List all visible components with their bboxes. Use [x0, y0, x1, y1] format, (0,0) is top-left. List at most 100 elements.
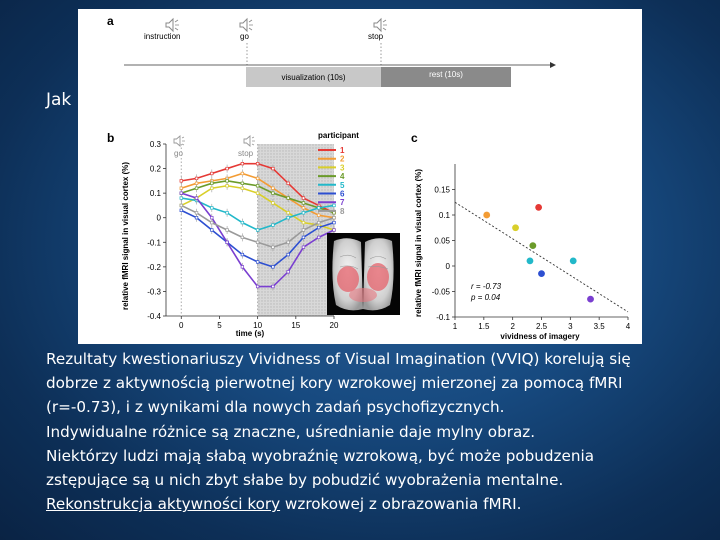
- figure-panel: a instruction go stop visualization (10s…: [78, 9, 642, 344]
- scatter-point: [483, 211, 491, 219]
- y-tick-label: 0.1: [439, 211, 451, 220]
- y-tick-label: -0.4: [147, 312, 161, 321]
- scatter-point: [526, 257, 534, 265]
- data-point: [255, 260, 260, 264]
- data-point: [255, 228, 260, 232]
- data-point: [271, 166, 275, 171]
- rest-label: rest (10s): [429, 70, 463, 79]
- data-point: [210, 171, 214, 176]
- data-point: [286, 196, 290, 200]
- panel-b-stop-label: stop: [238, 149, 254, 158]
- data-point: [317, 213, 321, 217]
- visualization-label: visualization (10s): [281, 73, 345, 82]
- panel-b-series: [179, 159, 336, 291]
- legend-entry: 5: [340, 181, 345, 190]
- data-point: [210, 186, 214, 190]
- legend-title: participant: [318, 131, 359, 140]
- data-point: [271, 186, 275, 190]
- data-point: [286, 270, 290, 274]
- slide-title: Jak: [46, 90, 72, 110]
- caption: Rezultaty kwestionariuszy Vividness of V…: [46, 347, 706, 516]
- panel-b-label: b: [107, 131, 114, 145]
- event-label-go: go: [240, 32, 249, 41]
- x-tick-label: 1: [453, 322, 458, 331]
- data-point: [271, 223, 275, 227]
- panel-a-label: a: [107, 14, 114, 28]
- data-point: [301, 245, 306, 249]
- y-tick-label: -0.05: [432, 288, 451, 297]
- y-tick-label: 0: [446, 262, 451, 271]
- data-point: [332, 220, 336, 225]
- data-point: [240, 265, 245, 269]
- caption-line-rest: wzrokowej z obrazowania fMRI.: [280, 495, 522, 514]
- data-point: [332, 228, 336, 232]
- x-tick-label: 2.5: [536, 322, 548, 331]
- data-point: [317, 225, 321, 230]
- speaker-icon: [173, 135, 185, 147]
- data-point: [301, 228, 306, 232]
- data-point: [240, 220, 245, 225]
- reconstruction-link[interactable]: Rekonstrukcja aktywności kory: [46, 495, 281, 514]
- data-point: [240, 171, 245, 176]
- data-point: [286, 211, 290, 215]
- data-point: [286, 216, 290, 220]
- data-point: [317, 206, 321, 210]
- data-point: [255, 191, 260, 195]
- data-point: [179, 179, 183, 183]
- data-point: [255, 176, 260, 181]
- data-point: [301, 196, 306, 200]
- data-point: [240, 252, 245, 257]
- y-tick-label: 0.1: [150, 189, 162, 198]
- panel-c-label: c: [411, 131, 418, 145]
- x-tick-label: 0: [179, 321, 184, 330]
- scatter-point: [587, 295, 594, 303]
- legend-entry: 6: [340, 190, 345, 199]
- x-tick-label: 15: [291, 321, 300, 330]
- data-point: [255, 184, 260, 188]
- caption-line: zstępujące są u nich zbyt słabe by pobud…: [46, 471, 564, 490]
- legend-entry: 2: [340, 155, 345, 164]
- caption-line: Rezultaty kwestionariuszy Vividness of V…: [46, 350, 631, 368]
- data-point: [194, 176, 199, 181]
- speaker-icon: [243, 135, 255, 147]
- data-point: [240, 235, 245, 240]
- data-point: [194, 186, 199, 190]
- data-point: [301, 201, 306, 205]
- speaker-icon: [165, 17, 179, 33]
- rest-period-shading: [257, 144, 334, 316]
- x-tick-label: 10: [253, 321, 262, 330]
- data-point: [301, 220, 306, 225]
- x-tick-label: 1.5: [478, 322, 490, 331]
- legend-entry: 8: [340, 207, 345, 216]
- data-point: [194, 196, 199, 200]
- data-point: [271, 284, 275, 289]
- x-tick-label: 3.5: [594, 322, 606, 331]
- panel-b-go-icon: go: [173, 135, 185, 158]
- y-tick-label: -0.2: [147, 263, 161, 272]
- data-point: [194, 216, 199, 220]
- y-tick-label: -0.3: [147, 287, 161, 296]
- data-point: [301, 235, 306, 240]
- data-point: [271, 245, 275, 249]
- caption-line: dobrze z aktywnością pierwotnej kory wzr…: [46, 374, 623, 393]
- y-tick-label: -0.1: [147, 238, 161, 247]
- data-point: [332, 216, 336, 220]
- data-point: [271, 191, 275, 195]
- scatter-point: [569, 257, 577, 265]
- correlation-r: r = -0.73: [471, 282, 502, 291]
- data-point: [210, 220, 214, 225]
- panel-b-xlabel: time (s): [236, 329, 265, 338]
- data-point: [301, 206, 306, 210]
- caption-line: Indywidualne różnice są znaczne, uśredni…: [46, 422, 536, 441]
- speaker-icon: [373, 17, 387, 33]
- panel-b-go-label: go: [174, 149, 183, 158]
- y-tick-label: 0.3: [150, 140, 162, 149]
- y-tick-label: 0.2: [150, 165, 162, 174]
- data-point: [225, 211, 229, 215]
- data-point: [317, 220, 321, 225]
- data-point: [179, 196, 183, 200]
- data-point: [255, 240, 260, 244]
- scatter-point: [538, 270, 545, 278]
- y-tick-label: -0.1: [436, 313, 450, 322]
